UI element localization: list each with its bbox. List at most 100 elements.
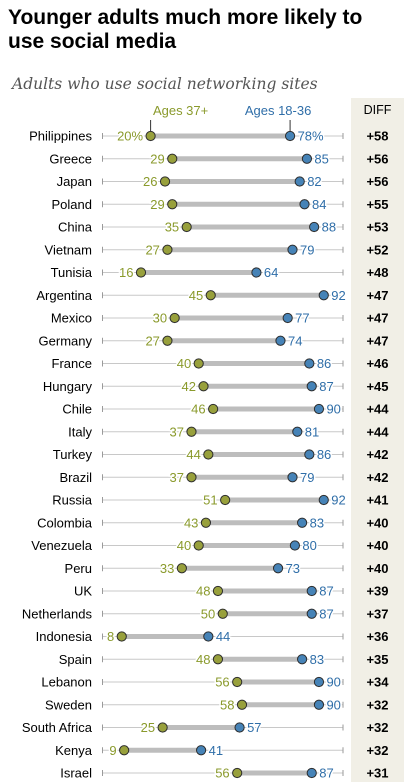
diff-value: +40 xyxy=(366,538,388,553)
older-value-label: 35 xyxy=(165,220,179,235)
older-dot xyxy=(162,335,173,346)
younger-dot xyxy=(304,358,315,369)
diff-value: +47 xyxy=(366,333,388,348)
younger-dot xyxy=(301,153,313,164)
older-value-label: 56 xyxy=(215,766,229,781)
younger-value-label: 64 xyxy=(264,265,278,280)
younger-value-label: 83 xyxy=(310,515,324,530)
older-value-label: 40 xyxy=(177,356,191,371)
older-value-label: 33 xyxy=(160,561,174,576)
older-dot xyxy=(203,449,214,460)
older-dot xyxy=(167,153,178,164)
younger-value-label: 92 xyxy=(331,493,345,508)
diff-value: +52 xyxy=(366,242,388,257)
older-value-label: 25 xyxy=(141,720,155,735)
older-value-label: 29 xyxy=(150,197,164,212)
younger-value-label: 44 xyxy=(216,629,230,644)
country-label: South Africa xyxy=(22,720,93,735)
younger-dot xyxy=(297,517,308,528)
older-dot xyxy=(217,608,228,619)
older-value-label: 50 xyxy=(201,606,215,621)
older-value-label: 20% xyxy=(117,129,143,144)
country-label: Turkey xyxy=(53,447,93,462)
older-dot xyxy=(176,563,187,574)
diff-value: +45 xyxy=(366,379,388,394)
younger-dot xyxy=(284,130,296,142)
younger-dot xyxy=(196,745,207,756)
younger-dot xyxy=(306,381,317,392)
older-value-label: 30 xyxy=(153,311,167,326)
country-label: Spain xyxy=(59,652,92,667)
older-value-label: 56 xyxy=(215,675,229,690)
diff-value: +41 xyxy=(366,493,388,508)
diff-value: +53 xyxy=(366,220,388,235)
diff-value: +32 xyxy=(366,743,388,758)
younger-dot xyxy=(297,654,308,665)
diff-value: +39 xyxy=(366,584,388,599)
younger-dot xyxy=(287,244,298,255)
younger-value-label: 87 xyxy=(319,606,333,621)
older-value-label: 37 xyxy=(170,470,184,485)
older-dot xyxy=(193,540,204,551)
younger-value-label: 73 xyxy=(286,561,300,576)
younger-dot xyxy=(309,221,320,233)
older-value-label: 58 xyxy=(220,697,234,712)
younger-value-label: 85 xyxy=(314,151,328,166)
country-label: Germany xyxy=(39,333,93,348)
older-dot xyxy=(135,267,147,278)
country-label: Mexico xyxy=(51,311,92,326)
country-label: France xyxy=(52,356,92,371)
younger-value-label: 74 xyxy=(288,333,302,348)
younger-value-label: 86 xyxy=(317,447,331,462)
older-dot xyxy=(205,290,216,301)
older-dot xyxy=(220,494,231,506)
younger-value-label: 79 xyxy=(300,242,314,257)
older-value-label: 48 xyxy=(196,584,210,599)
older-dot xyxy=(212,654,224,665)
chart-title: Younger adults much more likely to use s… xyxy=(8,6,363,53)
younger-dot xyxy=(304,449,315,460)
older-value-label: 44 xyxy=(186,447,200,462)
younger-dot xyxy=(272,563,284,574)
older-dot xyxy=(186,426,197,437)
country-label: Hungary xyxy=(43,379,93,394)
diff-value: +46 xyxy=(366,356,388,371)
younger-dot xyxy=(318,290,329,301)
older-dot xyxy=(186,472,197,483)
younger-dot xyxy=(251,267,262,278)
younger-value-label: 87 xyxy=(319,379,333,394)
older-value-label: 37 xyxy=(170,424,184,439)
younger-value-label: 90 xyxy=(326,675,340,690)
older-dot xyxy=(198,381,209,392)
diff-header: DIFF xyxy=(363,103,392,117)
diff-value: +31 xyxy=(366,766,388,781)
diff-value: +42 xyxy=(366,470,388,485)
younger-value-label: 84 xyxy=(312,197,326,212)
younger-dot xyxy=(294,176,305,187)
older-dot xyxy=(193,358,204,369)
diff-value: +40 xyxy=(366,561,388,576)
diff-value: +44 xyxy=(366,402,389,417)
older-value-label: 43 xyxy=(184,515,198,530)
diff-column-background xyxy=(351,98,404,782)
country-label: Argentina xyxy=(36,288,92,303)
younger-value-label: 57 xyxy=(247,720,261,735)
younger-dot xyxy=(299,199,310,210)
diff-value: +42 xyxy=(366,447,388,462)
younger-value-label: 90 xyxy=(326,402,340,417)
country-label: Netherlands xyxy=(22,606,93,621)
older-value-label: 26 xyxy=(143,174,157,189)
country-label: Indonesia xyxy=(36,629,93,644)
diff-value: +58 xyxy=(366,129,388,144)
diff-value: +40 xyxy=(366,515,388,530)
older-dot xyxy=(236,699,248,710)
diff-value: +37 xyxy=(366,606,388,621)
older-dot xyxy=(208,403,219,415)
diff-value: +56 xyxy=(366,151,388,166)
diff-value: +32 xyxy=(366,720,388,735)
younger-dot xyxy=(282,312,293,324)
older-dot xyxy=(157,722,168,733)
older-value-label: 46 xyxy=(191,402,205,417)
older-value-label: 27 xyxy=(145,242,159,257)
younger-dot xyxy=(292,426,303,437)
